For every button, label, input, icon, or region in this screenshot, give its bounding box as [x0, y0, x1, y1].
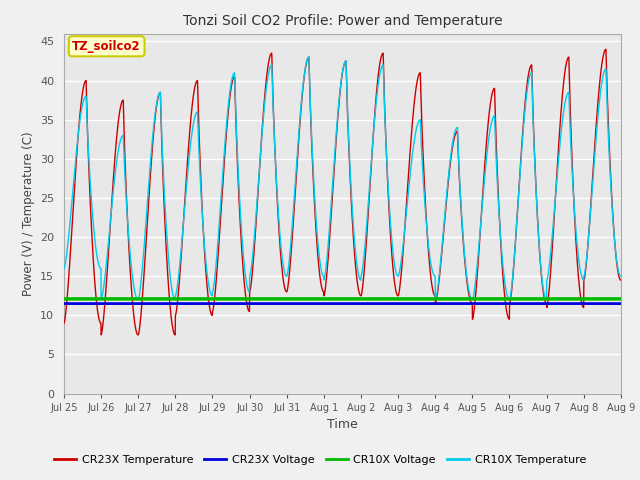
X-axis label: Time: Time	[327, 418, 358, 431]
Title: Tonzi Soil CO2 Profile: Power and Temperature: Tonzi Soil CO2 Profile: Power and Temper…	[182, 14, 502, 28]
Y-axis label: Power (V) / Temperature (C): Power (V) / Temperature (C)	[22, 132, 35, 296]
Legend: CR23X Temperature, CR23X Voltage, CR10X Voltage, CR10X Temperature: CR23X Temperature, CR23X Voltage, CR10X …	[49, 451, 591, 469]
Text: TZ_soilco2: TZ_soilco2	[72, 40, 141, 53]
